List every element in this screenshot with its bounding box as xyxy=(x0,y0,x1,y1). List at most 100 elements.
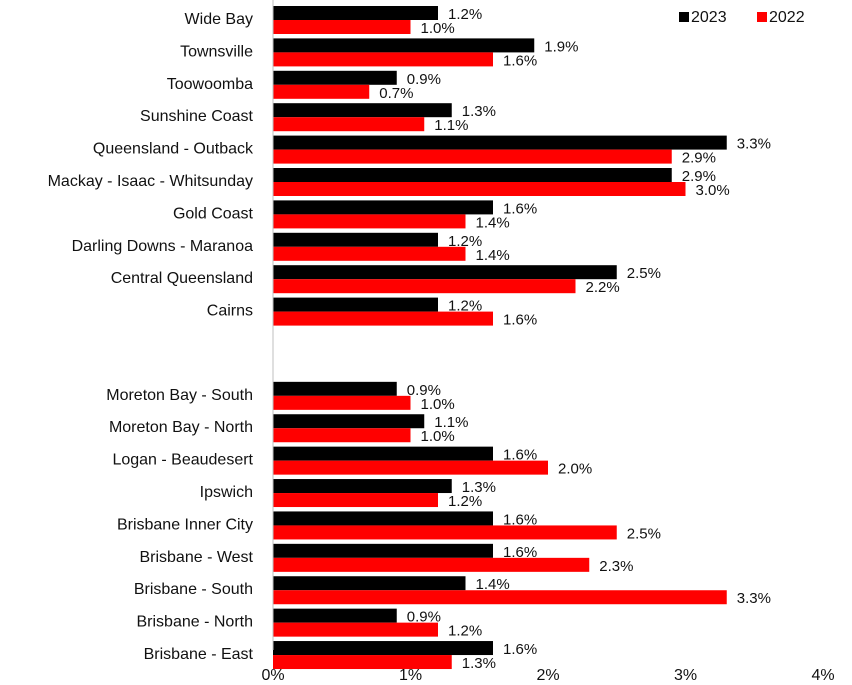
bar-2022 xyxy=(273,149,672,164)
bar-2023 xyxy=(273,641,493,656)
bar-2023 xyxy=(273,576,466,591)
value-label-2023: 0.9% xyxy=(407,609,441,626)
bar-2023 xyxy=(273,414,425,429)
category-label: Darling Downs - Maranoa xyxy=(72,238,254,255)
x-tick-label: 2% xyxy=(536,667,559,684)
category-label: Moreton Bay - North xyxy=(109,419,253,436)
value-label-2022: 1.2% xyxy=(448,623,482,640)
bar-2023 xyxy=(273,446,493,461)
category-label: Cairns xyxy=(207,303,253,320)
x-tick-label: 4% xyxy=(811,667,834,684)
value-label-2022: 3.0% xyxy=(696,182,730,199)
category-label: Toowoomba xyxy=(167,76,253,93)
value-label-2023: 1.6% xyxy=(503,544,537,561)
legend-swatch-2023 xyxy=(679,12,689,22)
bar-2022 xyxy=(273,182,686,196)
value-label-2023: 1.9% xyxy=(544,38,578,55)
bar-2023 xyxy=(273,265,617,280)
bar-2022 xyxy=(273,525,617,540)
value-label-2023: 1.2% xyxy=(448,6,482,23)
category-label: Sunshine Coast xyxy=(140,108,254,125)
category-label: Brisbane - West xyxy=(139,549,253,566)
bar-2023 xyxy=(273,103,452,118)
value-label-2023: 1.2% xyxy=(448,233,482,250)
bar-2022 xyxy=(273,246,466,261)
bar-2022 xyxy=(273,590,727,605)
bar-2023 xyxy=(273,168,672,182)
value-label-2023: 1.2% xyxy=(448,298,482,315)
labels-layer: Wide Bay 1.2% 1.0% Townsville 1.9% 1.6% Toowoo… xyxy=(48,6,835,684)
bar-2022 xyxy=(273,20,411,34)
legend-label-2023: 2023 xyxy=(691,9,727,26)
legend-swatch-2022 xyxy=(757,12,767,22)
category-label: Central Queensland xyxy=(111,270,253,287)
value-label-2022: 1.3% xyxy=(462,655,496,672)
value-label-2022: 2.5% xyxy=(627,525,661,542)
bar-2022 xyxy=(273,84,370,99)
category-label: Brisbane - North xyxy=(137,614,254,631)
category-label: Brisbane Inner City xyxy=(117,516,253,533)
bar-2022 xyxy=(273,117,425,132)
value-label-2023: 1.6% xyxy=(503,641,537,658)
bar-2023 xyxy=(273,479,452,494)
value-label-2023: 1.6% xyxy=(503,200,537,217)
value-label-2023: 1.1% xyxy=(434,414,468,431)
bar-2022 xyxy=(273,460,548,475)
bar-2022 xyxy=(273,655,452,670)
value-label-2022: 0.7% xyxy=(379,85,413,102)
bar-2023 xyxy=(273,38,535,53)
category-label: Townsville xyxy=(180,43,253,60)
category-label: Mackay - Isaac - Whitsunday xyxy=(48,173,253,190)
bar-2023 xyxy=(273,135,727,150)
bar-2023 xyxy=(273,6,438,20)
value-label-2023: 3.3% xyxy=(737,136,771,153)
value-label-2023: 1.3% xyxy=(462,479,496,496)
bar-2022 xyxy=(273,395,411,410)
value-label-2022: 1.6% xyxy=(503,312,537,329)
x-tick-label: 1% xyxy=(399,667,422,684)
bar-2022 xyxy=(273,279,576,294)
value-label-2023: 0.9% xyxy=(407,382,441,399)
value-label-2023: 1.4% xyxy=(476,576,510,593)
bar-2022 xyxy=(273,311,493,326)
value-label-2022: 2.3% xyxy=(599,558,633,575)
bar-2023 xyxy=(273,70,397,85)
x-tick-label: 0% xyxy=(261,667,284,684)
bar-2023 xyxy=(273,608,397,623)
category-label: Moreton Bay - South xyxy=(106,387,253,404)
category-label: Logan - Beaudesert xyxy=(112,452,253,469)
value-label-2022: 1.4% xyxy=(476,214,510,231)
category-label: Ipswich xyxy=(200,484,253,501)
category-label: Brisbane - East xyxy=(144,646,254,663)
value-label-2022: 1.4% xyxy=(476,247,510,264)
legend-label-2022: 2022 xyxy=(769,9,805,26)
category-label: Gold Coast xyxy=(173,205,254,222)
bar-2022 xyxy=(273,214,466,229)
value-label-2022: 2.0% xyxy=(558,461,592,478)
value-label-2023: 2.9% xyxy=(682,168,716,185)
category-label: Wide Bay xyxy=(185,11,253,28)
bar-2023 xyxy=(273,297,438,312)
bar-2023 xyxy=(273,511,493,526)
bar-2022 xyxy=(273,557,590,572)
bar-2022 xyxy=(273,428,411,443)
value-label-2022: 1.6% xyxy=(503,52,537,69)
value-label-2022: 1.1% xyxy=(434,117,468,134)
value-label-2022: 1.0% xyxy=(421,428,455,445)
value-label-2022: 2.9% xyxy=(682,150,716,167)
value-label-2023: 0.9% xyxy=(407,71,441,88)
bar-2023 xyxy=(273,381,397,396)
value-label-2022: 3.3% xyxy=(737,590,771,607)
value-label-2022: 2.2% xyxy=(586,279,620,296)
bar-2023 xyxy=(273,232,438,247)
value-label-2023: 1.6% xyxy=(503,447,537,464)
value-label-2022: 1.0% xyxy=(421,396,455,413)
bar-2023 xyxy=(273,543,493,558)
value-label-2023: 1.3% xyxy=(462,103,496,120)
x-tick-label: 3% xyxy=(674,667,697,684)
value-label-2023: 2.5% xyxy=(627,265,661,282)
value-label-2023: 1.6% xyxy=(503,511,537,528)
bar-2022 xyxy=(273,52,493,67)
bar-2022 xyxy=(273,622,438,637)
